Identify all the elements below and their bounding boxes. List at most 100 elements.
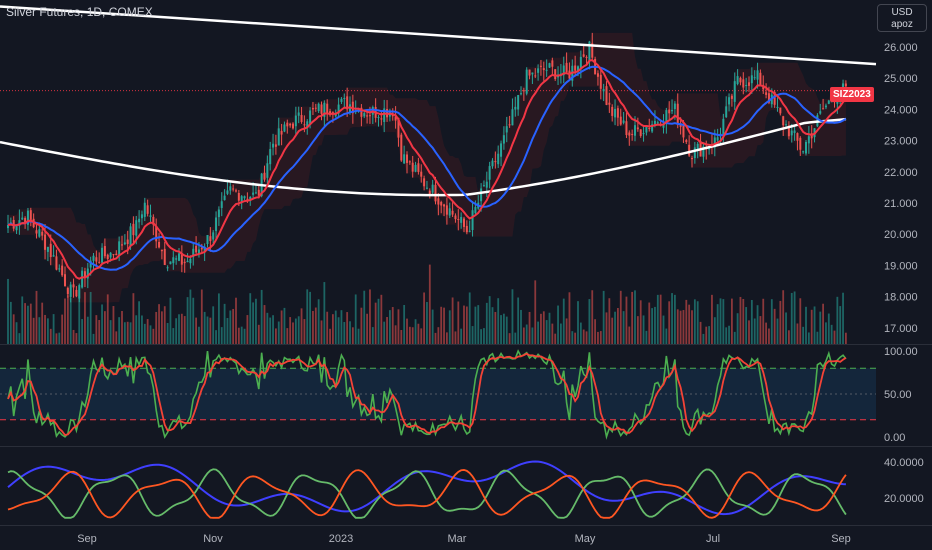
- candle-body: [799, 137, 802, 150]
- volume-bar: [220, 327, 223, 344]
- volume-bar: [354, 294, 357, 344]
- volume-bar: [651, 308, 653, 344]
- volume-bar: [488, 296, 491, 344]
- volume-bar: [292, 322, 294, 344]
- candle-body: [542, 68, 545, 71]
- candle-body: [662, 123, 665, 128]
- currency-button[interactable]: USD apoz: [877, 4, 927, 32]
- volume-bar: [500, 315, 502, 344]
- candle-body: [101, 247, 104, 263]
- volume-bar: [294, 318, 297, 344]
- volume-bar: [215, 330, 217, 344]
- blue-moving-average: [7, 65, 847, 271]
- volume-bar: [286, 328, 289, 344]
- volume-bar: [360, 307, 363, 344]
- volume-bar: [226, 318, 229, 344]
- candle-body: [49, 243, 52, 258]
- candle-body: [423, 178, 426, 187]
- volume-bar: [796, 323, 799, 344]
- candle-body: [531, 72, 534, 75]
- stoch-tick-label: 0.00: [884, 432, 905, 444]
- candle-body: [317, 103, 320, 112]
- volume-bar: [138, 301, 140, 344]
- candle-body: [140, 214, 143, 219]
- candle-body: [759, 72, 762, 86]
- volume-bar: [229, 310, 232, 344]
- candle-body: [520, 93, 522, 95]
- volume-bar: [836, 296, 839, 344]
- volume-bar: [143, 323, 146, 344]
- volume-bar: [237, 327, 240, 344]
- volume-bar: [702, 333, 705, 344]
- volume-bar: [705, 326, 708, 344]
- candle-body: [525, 69, 528, 94]
- candle-body: [463, 218, 465, 227]
- volume-bar: [132, 293, 135, 344]
- candle-body: [411, 162, 414, 172]
- candle-body: [645, 126, 648, 133]
- candle-body: [736, 76, 739, 85]
- volume-bar: [38, 317, 41, 344]
- candle-body: [785, 124, 788, 126]
- volume-bar: [434, 332, 437, 344]
- candle-body: [149, 215, 152, 217]
- candle-body: [750, 75, 753, 84]
- volume-bar: [135, 315, 138, 344]
- candle-body: [223, 195, 226, 201]
- volume-bar: [317, 299, 320, 344]
- candle-body: [311, 108, 314, 110]
- volume-bar: [152, 328, 155, 344]
- candle-body: [83, 271, 86, 279]
- candle-body: [46, 246, 49, 252]
- volume-bar: [35, 290, 38, 344]
- candle-body: [682, 125, 685, 138]
- volume-bar: [491, 307, 494, 344]
- volume-bar: [64, 298, 66, 344]
- candle-body: [178, 253, 180, 261]
- volume-bar: [748, 320, 750, 344]
- volume-bar: [802, 326, 805, 344]
- volume-bar: [505, 316, 508, 344]
- time-tick-label: Sep: [77, 533, 97, 545]
- candle-body: [514, 106, 517, 110]
- volume-bar: [391, 307, 394, 344]
- volume-bar: [631, 291, 634, 344]
- candle-body: [805, 141, 807, 154]
- candle-body: [206, 235, 209, 244]
- candle-body: [596, 73, 599, 77]
- chart-title: Silver Futures, 1D, COMEX: [6, 5, 153, 19]
- candle-body: [748, 82, 750, 86]
- candle-body: [807, 136, 810, 144]
- candle-body: [528, 69, 531, 76]
- volume-bar: [426, 302, 428, 344]
- volume-bar: [277, 321, 280, 344]
- candle-body: [400, 134, 403, 161]
- volume-bar: [480, 329, 482, 344]
- volume-bar: [477, 305, 480, 344]
- red-ema-line: [7, 59, 847, 280]
- volume-bar: [101, 304, 103, 344]
- candle-body: [656, 122, 659, 124]
- candle-body: [742, 79, 745, 88]
- volume-bar: [249, 293, 252, 344]
- candle-body: [631, 133, 634, 135]
- candle-body: [651, 124, 654, 132]
- candle-body: [360, 107, 363, 117]
- volume-bar: [711, 294, 713, 344]
- volume-bar: [676, 309, 679, 344]
- volume-bar: [300, 308, 303, 344]
- candle-body: [608, 102, 611, 105]
- volume-bar: [614, 311, 616, 344]
- volume-bar: [745, 307, 748, 344]
- stoch-d-line: [7, 352, 847, 437]
- candle-body: [582, 54, 585, 57]
- volume-bar: [816, 331, 819, 344]
- candle-body: [15, 224, 18, 231]
- candle-body: [471, 210, 474, 231]
- candle-body: [263, 172, 266, 180]
- candle-body: [103, 246, 106, 257]
- candle-body: [465, 225, 468, 233]
- volume-bar: [560, 323, 562, 344]
- volume-bar: [708, 326, 710, 344]
